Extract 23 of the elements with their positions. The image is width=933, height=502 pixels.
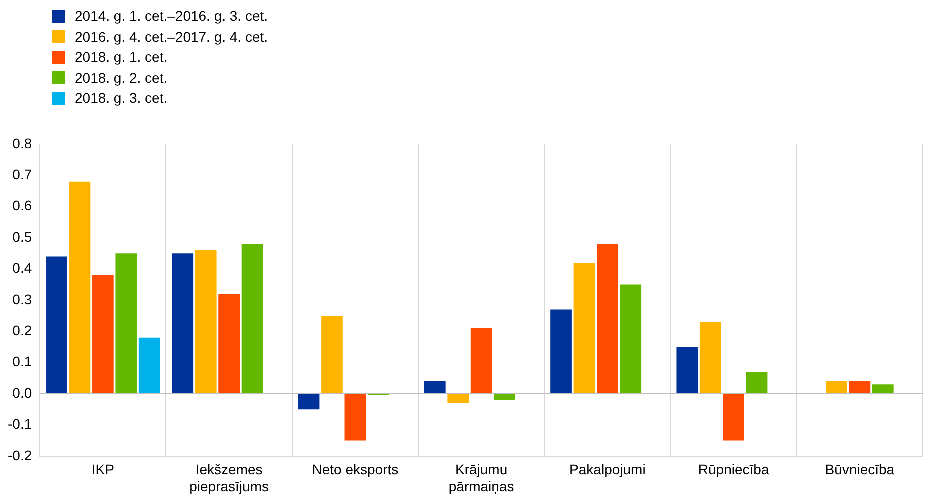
y-tick-label: 0.7	[12, 166, 32, 182]
x-tick-label: Krājumu pārmaiņas	[448, 462, 514, 494]
x-tick-label: IKP	[92, 462, 114, 478]
x-tick-label: Būvniecība	[825, 462, 895, 478]
y-tick-label: 0.3	[12, 291, 32, 308]
y-tick-label: 0.8	[12, 135, 32, 152]
legend-label: 2014. g. 1. cet.–2016. g. 3. cet.	[75, 8, 268, 24]
x-tick-label: Iekšzemes pieprasījums	[190, 462, 269, 494]
y-tick-label: 0.2	[12, 322, 32, 338]
x-tick-label: Pakalpojumi	[570, 462, 646, 478]
legend-label: 2016. g. 4. cet.–2017. g. 4. cet.	[75, 28, 268, 45]
y-tick-label: 0.0	[12, 384, 32, 401]
y-tick-label: 0.5	[12, 228, 32, 245]
x-tick-label: Neto eksports	[312, 462, 399, 478]
legend-label: 2018. g. 2. cet.	[75, 70, 168, 86]
x-tick-label: Rūpniecība	[698, 462, 770, 478]
y-tick-label: 0.1	[12, 354, 32, 370]
legend-label: 2018. g. 1. cet.	[75, 49, 168, 66]
legend-label: 2018. g. 3. cet.	[75, 90, 168, 106]
y-tick-label: 0.6	[12, 198, 32, 214]
y-tick-label: 0.4	[12, 260, 32, 276]
y-tick-label: -0.1	[8, 416, 32, 432]
y-tick-label: -0.2	[8, 447, 32, 464]
